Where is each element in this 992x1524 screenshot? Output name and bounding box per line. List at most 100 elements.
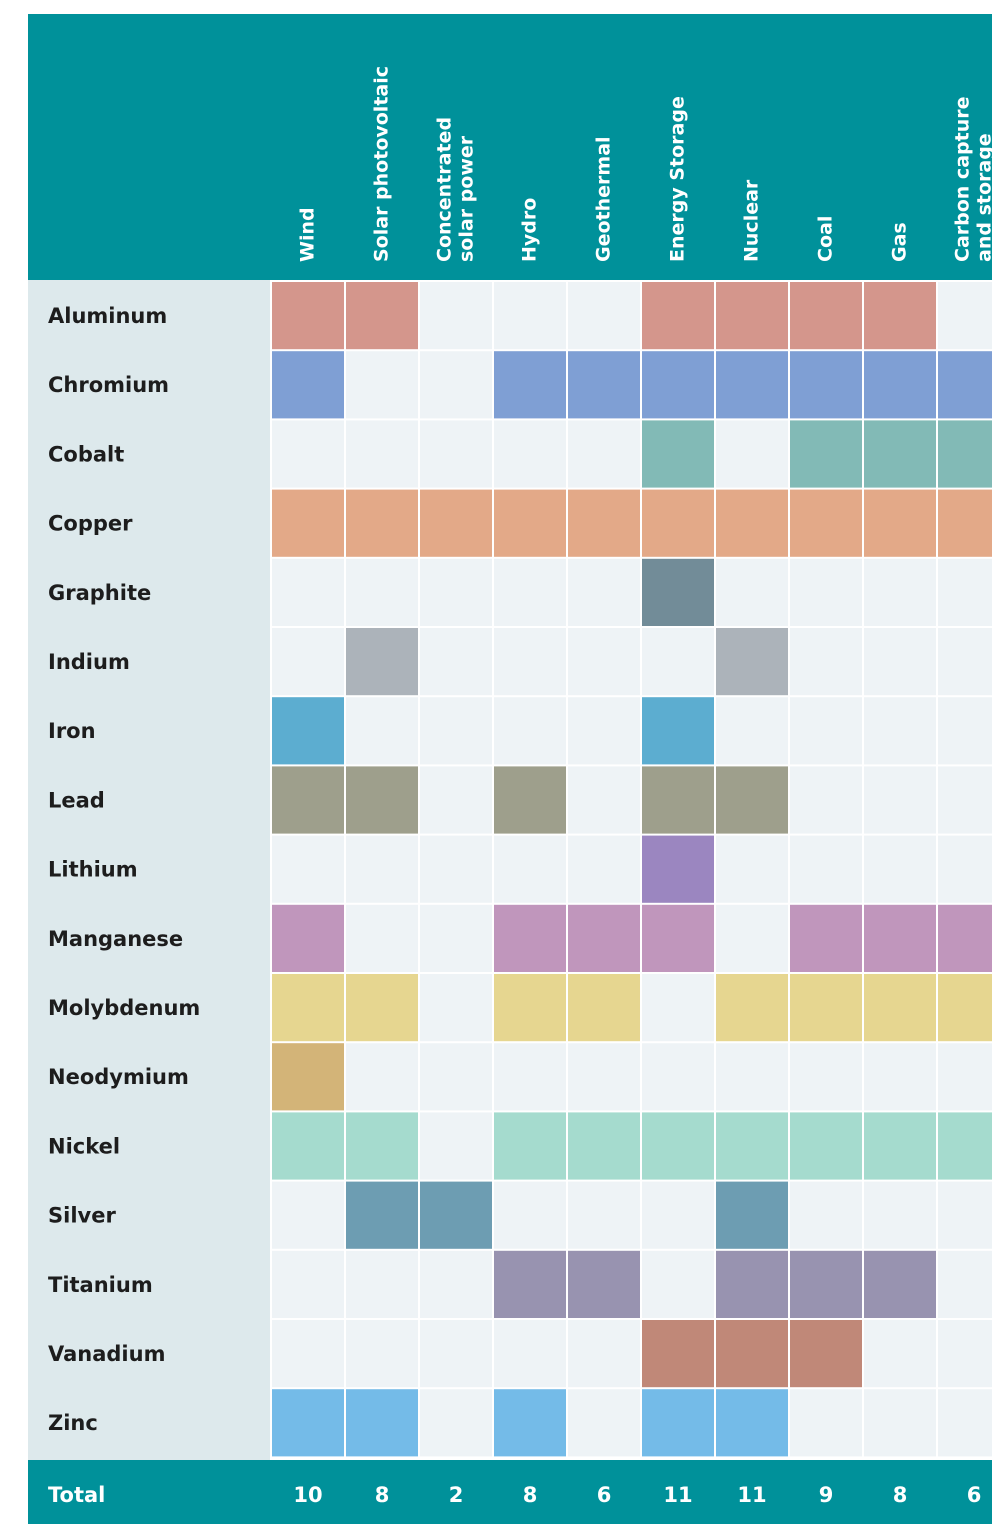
filled-cell (568, 974, 640, 1042)
filled-cell (346, 628, 418, 696)
filled-cell (346, 974, 418, 1042)
empty-cell (568, 1389, 640, 1457)
empty-cell (864, 558, 936, 626)
empty-cell (272, 558, 344, 626)
empty-cell (494, 835, 566, 903)
filled-cell (346, 1112, 418, 1180)
empty-cell (790, 1389, 862, 1457)
filled-cell (938, 420, 992, 488)
filled-cell (790, 489, 862, 557)
empty-cell (346, 1043, 418, 1111)
empty-cell (864, 835, 936, 903)
filled-cell (346, 489, 418, 557)
filled-cell (642, 489, 714, 557)
empty-cell (494, 628, 566, 696)
filled-cell (568, 904, 640, 972)
filled-cell (346, 1181, 418, 1249)
empty-cell (864, 1181, 936, 1249)
empty-cell (272, 420, 344, 488)
filled-cell (420, 1181, 492, 1249)
filled-cell (272, 904, 344, 972)
column-header: Energy Storage (667, 96, 689, 262)
row-label: Copper (48, 512, 133, 536)
label-column (28, 280, 270, 1460)
filled-cell (642, 697, 714, 765)
filled-cell (716, 628, 788, 696)
empty-cell (420, 904, 492, 972)
empty-cell (420, 766, 492, 834)
filled-cell (864, 351, 936, 419)
empty-cell (272, 1181, 344, 1249)
filled-cell (790, 1112, 862, 1180)
row-label: Nickel (48, 1134, 120, 1158)
total-value: 6 (967, 1483, 982, 1507)
empty-cell (420, 628, 492, 696)
filled-cell (790, 904, 862, 972)
total-value: 8 (523, 1483, 538, 1507)
empty-cell (716, 420, 788, 488)
row-label: Silver (48, 1204, 116, 1228)
empty-cell (494, 420, 566, 488)
filled-cell (716, 766, 788, 834)
empty-cell (938, 1389, 992, 1457)
empty-cell (938, 628, 992, 696)
filled-cell (346, 1389, 418, 1457)
total-value: 8 (375, 1483, 390, 1507)
empty-cell (420, 697, 492, 765)
empty-cell (938, 766, 992, 834)
empty-cell (716, 697, 788, 765)
empty-cell (494, 1320, 566, 1388)
filled-cell (716, 1389, 788, 1457)
empty-cell (790, 628, 862, 696)
empty-cell (790, 835, 862, 903)
filled-cell (642, 1320, 714, 1388)
filled-cell (642, 835, 714, 903)
empty-cell (864, 1320, 936, 1388)
filled-cell (864, 1112, 936, 1180)
empty-cell (568, 282, 640, 350)
filled-cell (716, 351, 788, 419)
filled-cell (642, 904, 714, 972)
empty-cell (420, 1320, 492, 1388)
filled-cell (494, 974, 566, 1042)
filled-cell (938, 489, 992, 557)
filled-cell (790, 1250, 862, 1318)
empty-cell (494, 282, 566, 350)
row-label: Iron (48, 719, 96, 743)
total-label: Total (48, 1483, 105, 1507)
empty-cell (346, 1250, 418, 1318)
empty-cell (346, 697, 418, 765)
column-header: and storage (974, 133, 992, 262)
total-value: 11 (737, 1483, 766, 1507)
empty-cell (790, 1043, 862, 1111)
column-header: Hydro (519, 198, 541, 262)
filled-cell (568, 1250, 640, 1318)
row-label: Vanadium (48, 1342, 165, 1366)
empty-cell (864, 628, 936, 696)
empty-cell (864, 1389, 936, 1457)
empty-cell (790, 558, 862, 626)
empty-cell (938, 1320, 992, 1388)
empty-cell (346, 904, 418, 972)
empty-cell (864, 766, 936, 834)
empty-cell (494, 558, 566, 626)
empty-cell (494, 1181, 566, 1249)
empty-cell (568, 766, 640, 834)
total-value: 8 (893, 1483, 908, 1507)
column-header: Gas (889, 222, 911, 262)
filled-cell (420, 489, 492, 557)
empty-cell (568, 420, 640, 488)
empty-cell (420, 835, 492, 903)
empty-cell (272, 1320, 344, 1388)
empty-cell (938, 697, 992, 765)
empty-cell (568, 558, 640, 626)
filled-cell (346, 766, 418, 834)
empty-cell (568, 628, 640, 696)
column-header: solar power (456, 135, 478, 262)
filled-cell (642, 1112, 714, 1180)
empty-cell (938, 1181, 992, 1249)
empty-cell (272, 628, 344, 696)
filled-cell (864, 1250, 936, 1318)
